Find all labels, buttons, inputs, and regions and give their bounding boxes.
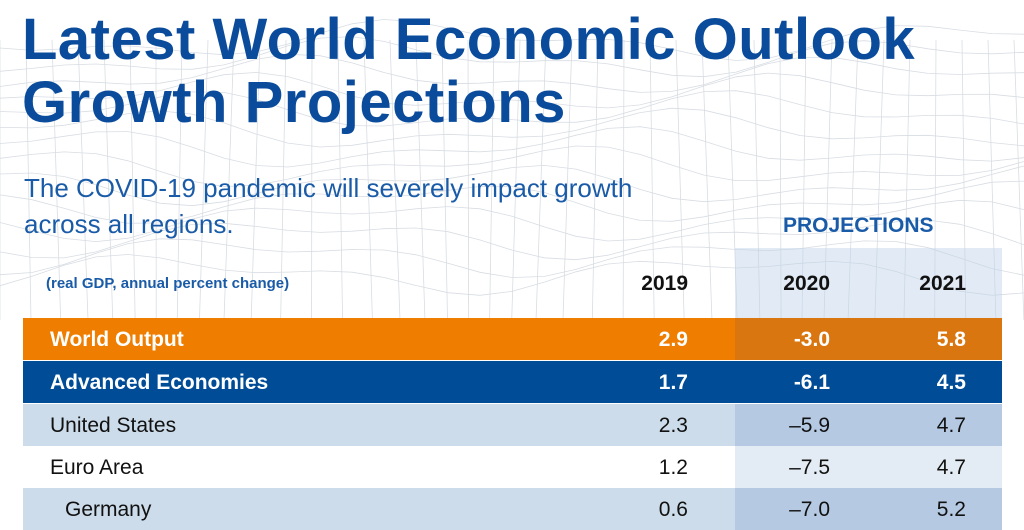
table-cell-2019: 2.3 [658, 414, 688, 437]
subtitle: The COVID-19 pandemic will severely impa… [24, 173, 633, 239]
table-row: Germany 0.6 –7.0 5.2 [23, 488, 1002, 530]
table-cell-2019: 1.7 [658, 371, 688, 394]
row-label: United States [50, 414, 177, 437]
table-cell-2021: 5.8 [936, 328, 966, 351]
table-cell-2019: 2.9 [658, 328, 688, 351]
wireframe-background [0, 19, 1024, 321]
row-label: Advanced Economies [50, 371, 269, 394]
table-cell-2021: 5.2 [936, 498, 966, 521]
row-label: Germany [65, 498, 152, 521]
table-cell-2021: 4.5 [936, 371, 966, 394]
row-label: Euro Area [50, 456, 144, 479]
projection-cell-bg [735, 318, 1002, 360]
unit-note: (real GDP, annual percent change) [46, 275, 290, 292]
table-row: World Output 2.9 -3.0 5.8 [23, 318, 1002, 360]
table-cell-2021: 4.7 [936, 414, 966, 437]
table-row: United States 2.3 –5.9 4.7 [23, 404, 1002, 446]
projection-cell-bg [735, 404, 1002, 446]
table-row: Euro Area 1.2 –7.5 4.7 [23, 446, 1002, 488]
column-header-2020: 2020 [783, 272, 830, 295]
projection-column-shade [735, 248, 1002, 318]
column-header-2019: 2019 [641, 272, 688, 295]
table-cell-2020: –7.5 [789, 456, 830, 479]
projection-cell-bg [735, 361, 1002, 403]
table-row: Advanced Economies 1.7 -6.1 4.5 [23, 361, 1002, 403]
table-cell-2020: –5.9 [789, 414, 830, 437]
title-line-1: Latest World Economic Outlook [22, 7, 916, 72]
table-cell-2019: 1.2 [658, 456, 688, 479]
row-label: World Output [50, 328, 184, 351]
table-cell-2019: 0.6 [658, 498, 688, 521]
table-cell-2020: -6.1 [793, 371, 830, 394]
projection-cell-bg [735, 446, 1002, 488]
page-title: Latest World Economic Outlook Growth Pro… [22, 8, 915, 134]
table-cell-2021: 4.7 [936, 456, 966, 479]
table-cell-2020: -3.0 [793, 328, 830, 351]
column-header-2021: 2021 [919, 272, 966, 295]
title-line-2: Growth Projections [22, 70, 566, 135]
table-cell-2020: –7.0 [789, 498, 830, 521]
projections-label: PROJECTIONS [783, 214, 934, 237]
